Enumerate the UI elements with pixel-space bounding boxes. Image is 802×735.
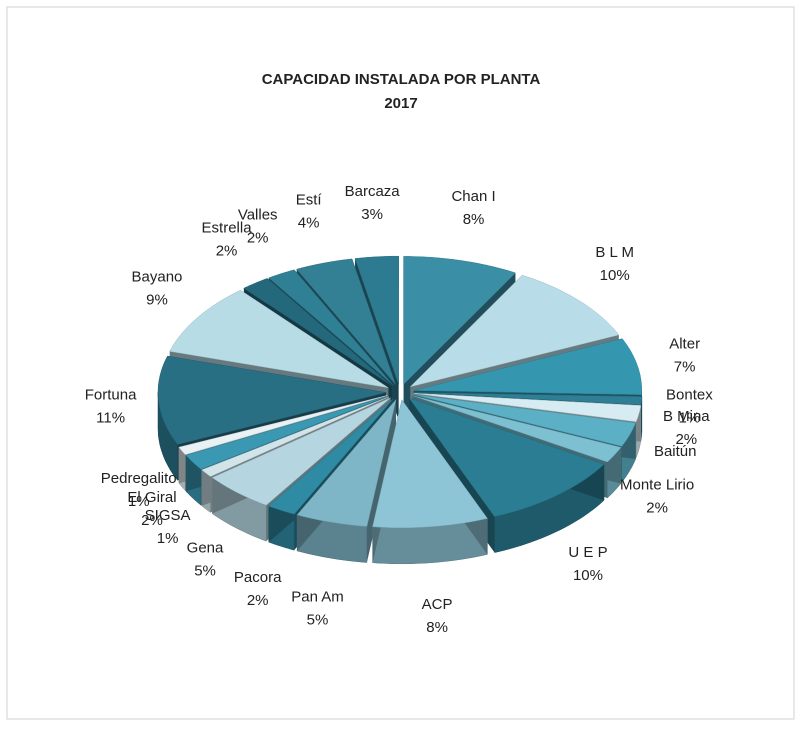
category-label: B L M [595, 244, 634, 261]
value-label: 10% [573, 567, 603, 584]
chart-title: CAPACIDAD INSTALADA POR PLANTA [262, 71, 541, 88]
slice [268, 398, 394, 515]
slice [243, 278, 392, 386]
value-label: 2% [216, 243, 238, 260]
value-label: 3% [361, 206, 383, 223]
slice-tops [157, 255, 643, 529]
value-label: 7% [674, 359, 696, 376]
slice [296, 258, 396, 385]
value-label: 2% [247, 229, 269, 246]
category-label: Valles [238, 206, 278, 223]
slice [413, 393, 642, 422]
slice [185, 395, 389, 470]
category-label: Barcaza [345, 183, 401, 200]
value-label: 11% [96, 409, 125, 426]
slice [296, 399, 397, 527]
slice [157, 355, 387, 445]
slice [413, 338, 642, 395]
value-label: 1% [128, 493, 150, 510]
category-label: Estí [296, 192, 323, 209]
category-label: El Giral [127, 489, 176, 506]
slice [211, 397, 391, 506]
value-label: 2% [675, 431, 697, 448]
slice [408, 397, 605, 517]
value-label: 9% [146, 291, 168, 308]
value-label: 2% [247, 592, 269, 609]
category-label: Estrella [202, 220, 253, 237]
slice [178, 395, 388, 455]
category-label: Pacora [234, 569, 282, 586]
category-label: Pan Am [291, 589, 344, 606]
category-label: Fortuna [85, 386, 137, 403]
value-label: 4% [298, 215, 320, 232]
slice [201, 396, 389, 477]
category-label: U E P [568, 544, 607, 561]
slice [412, 395, 622, 463]
value-label: 2% [141, 512, 163, 529]
slice [403, 256, 516, 385]
chart-frame [6, 6, 795, 720]
category-label: Bontex [666, 386, 713, 403]
value-label: 1% [679, 409, 701, 426]
chart-subtitle: 2017 [384, 95, 417, 112]
value-label: 8% [426, 619, 448, 636]
category-label: SIGSA [145, 507, 191, 524]
category-label: Monte Lirio [620, 477, 694, 494]
slice [354, 255, 399, 385]
value-label: 10% [600, 267, 630, 284]
slice [169, 289, 389, 388]
slice [413, 392, 643, 406]
category-label: Baitún [654, 443, 697, 460]
value-label: 8% [463, 211, 485, 228]
slice [409, 274, 620, 388]
slice [372, 399, 488, 529]
value-label: 5% [307, 612, 329, 629]
category-label: ACP [422, 596, 453, 613]
category-label: B Mina [663, 408, 710, 425]
slice [413, 394, 636, 447]
category-label: Pedregalito [101, 470, 177, 487]
value-label: 5% [194, 562, 216, 579]
slice [268, 269, 394, 386]
value-label: 1% [157, 530, 179, 547]
category-label: Chan I [451, 188, 495, 205]
category-label: Alter [669, 336, 700, 353]
category-label: Gena [187, 539, 224, 556]
value-label: 2% [646, 500, 668, 517]
category-label: Bayano [132, 268, 183, 285]
